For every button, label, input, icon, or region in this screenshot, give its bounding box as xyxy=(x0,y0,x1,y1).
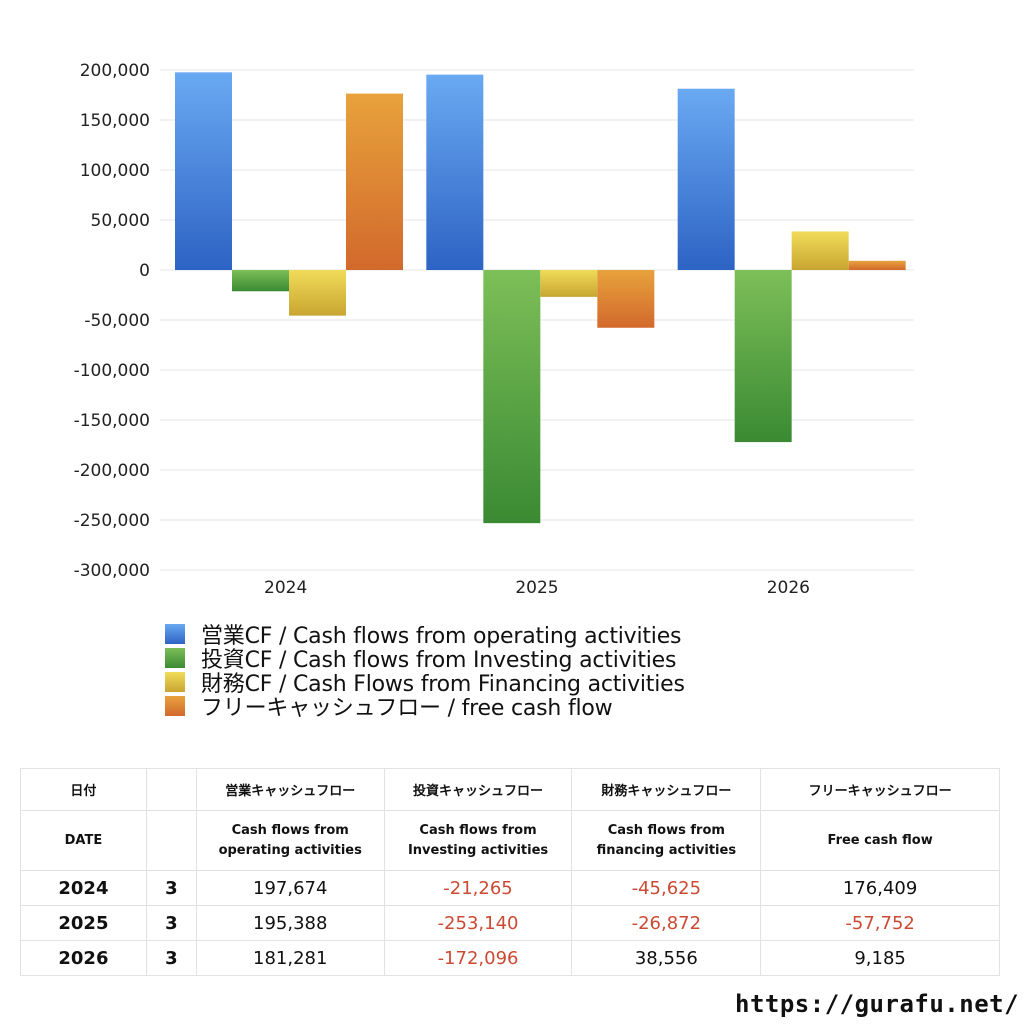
chart-legend: 営業CF / Cash flows from operating activit… xyxy=(165,622,685,721)
header-operating-en-line1: Cash flows from xyxy=(231,822,349,838)
x-axis-ticks: 2024 2025 2026 xyxy=(264,578,810,598)
header-operating-en: Cash flows from operating activities xyxy=(196,810,385,871)
header-spacer-en xyxy=(146,810,197,871)
year-cell: 2025 xyxy=(20,905,147,941)
bar-2026-series-1 xyxy=(734,270,792,443)
investing-cell: -21,265 xyxy=(383,870,573,906)
header-investing-en-line1: Cash flows from xyxy=(419,822,537,838)
table-body: 2024 3 197,674 -21,265 -45,625 176,409 2025 3 19… xyxy=(20,870,1000,976)
header-free-jp: フリーキャッシュフロー xyxy=(760,768,1000,811)
bar-2026-series-3 xyxy=(848,260,906,270)
y-tick-label: 150,000 xyxy=(80,111,150,131)
cash-flow-bar-chart: 200,000 150,000 100,000 50,000 0 -50,000 -100,… xyxy=(74,61,914,598)
y-tick-label: -150,000 xyxy=(74,411,150,431)
chart-bars xyxy=(175,72,906,524)
legend-item-investing: 投資CF / Cash flows from Investing activit… xyxy=(165,646,685,673)
legend-item-operating: 営業CF / Cash flows from operating activit… xyxy=(165,622,685,649)
header-operating-jp: 営業キャッシュフロー xyxy=(196,768,385,811)
bar-2024-series-2 xyxy=(289,270,346,316)
bar-2025-series-0 xyxy=(426,74,484,270)
header-spacer xyxy=(146,768,197,811)
legend-swatch-investing xyxy=(165,648,185,668)
header-date-jp: 日付 xyxy=(20,768,147,811)
legend-swatch-operating xyxy=(165,624,185,644)
operating-cell: 181,281 xyxy=(195,940,385,976)
year-cell: 2026 xyxy=(20,940,147,976)
free-cash-flow-cell: 176,409 xyxy=(760,870,1000,906)
bar-2024-series-1 xyxy=(232,270,289,292)
bar-2025-series-1 xyxy=(483,270,541,524)
header-financing-en: Cash flows from financing activities xyxy=(571,810,762,871)
table-row: 2024 3 197,674 -21,265 -45,625 176,409 xyxy=(20,870,1000,906)
site-url: https://gurafu.net/ xyxy=(735,990,1020,1018)
legend-swatch-financing xyxy=(165,672,185,692)
bar-2025-series-2 xyxy=(540,270,598,297)
x-tick-label-2026: 2026 xyxy=(767,578,810,598)
legend-item-free: フリーキャッシュフロー / free cash flow xyxy=(165,694,685,721)
bar-2024-series-3 xyxy=(346,93,403,270)
header-investing-en: Cash flows from Investing activities xyxy=(383,810,573,871)
y-tick-label: 100,000 xyxy=(80,161,150,181)
header-date-en: DATE xyxy=(20,810,147,871)
y-tick-label: 200,000 xyxy=(80,61,150,81)
operating-cell: 197,674 xyxy=(195,870,385,906)
free-cash-flow-cell: 9,185 xyxy=(760,940,1000,976)
legend-label-free: フリーキャッシュフロー / free cash flow xyxy=(201,696,613,721)
y-tick-label: -250,000 xyxy=(74,511,150,531)
bar-2026-series-2 xyxy=(791,231,849,270)
y-tick-label: 50,000 xyxy=(91,211,150,231)
free-cash-flow-cell: -57,752 xyxy=(760,905,1000,941)
financing-cell: -26,872 xyxy=(571,905,762,941)
y-tick-label: -200,000 xyxy=(74,461,150,481)
table-header-row-jp: 日付 営業キャッシュフロー 投資キャッシュフロー 財務キャッシュフロー フリーキ… xyxy=(20,768,1000,811)
bar-2026-series-0 xyxy=(677,88,735,271)
header-free-en: Free cash flow xyxy=(760,810,1000,871)
header-operating-en-line2: operating activities xyxy=(218,842,362,858)
legend-swatch-free xyxy=(165,696,185,716)
cash-flow-table: 日付 営業キャッシュフロー 投資キャッシュフロー 財務キャッシュフロー フリーキ… xyxy=(20,768,1000,976)
legend-item-financing: 財務CF / Cash Flows from Financing activit… xyxy=(165,670,685,697)
x-tick-label-2024: 2024 xyxy=(264,578,307,598)
bar-2024-series-0 xyxy=(175,72,232,271)
legend-label-operating: 営業CF / Cash flows from operating activit… xyxy=(201,624,682,649)
header-investing-en-line2: Investing activities xyxy=(407,842,549,858)
operating-cell: 195,388 xyxy=(195,905,385,941)
table-header-row-en: DATE Cash flows from operating activitie… xyxy=(20,810,1000,871)
investing-cell: -253,140 xyxy=(383,905,573,941)
bar-2025-series-3 xyxy=(597,270,655,328)
y-tick-label: 0 xyxy=(139,261,150,281)
legend-label-investing: 投資CF / Cash flows from Investing activit… xyxy=(201,648,677,673)
header-investing-jp: 投資キャッシュフロー xyxy=(383,768,573,811)
month-cell: 3 xyxy=(145,905,197,941)
y-axis-ticks: 200,000 150,000 100,000 50,000 0 -50,000 -100,… xyxy=(74,61,150,581)
table-row: 2026 3 181,281 -172,096 38,556 9,185 xyxy=(20,940,1000,976)
investing-cell: -172,096 xyxy=(383,940,573,976)
month-cell: 3 xyxy=(145,940,197,976)
financing-cell: -45,625 xyxy=(571,870,762,906)
table-row: 2025 3 195,388 -253,140 -26,872 -57,752 xyxy=(20,905,1000,941)
y-tick-label: -50,000 xyxy=(84,311,150,331)
header-financing-jp: 財務キャッシュフロー xyxy=(571,768,762,811)
month-cell: 3 xyxy=(145,870,197,906)
header-financing-en-line1: Cash flows from xyxy=(607,822,725,838)
financing-cell: 38,556 xyxy=(571,940,762,976)
x-tick-label-2025: 2025 xyxy=(515,578,558,598)
y-tick-label: -100,000 xyxy=(74,361,150,381)
header-financing-en-line2: financing activities xyxy=(596,842,737,858)
year-cell: 2024 xyxy=(20,870,147,906)
y-tick-label: -300,000 xyxy=(74,561,150,581)
legend-label-financing: 財務CF / Cash Flows from Financing activit… xyxy=(201,672,685,697)
